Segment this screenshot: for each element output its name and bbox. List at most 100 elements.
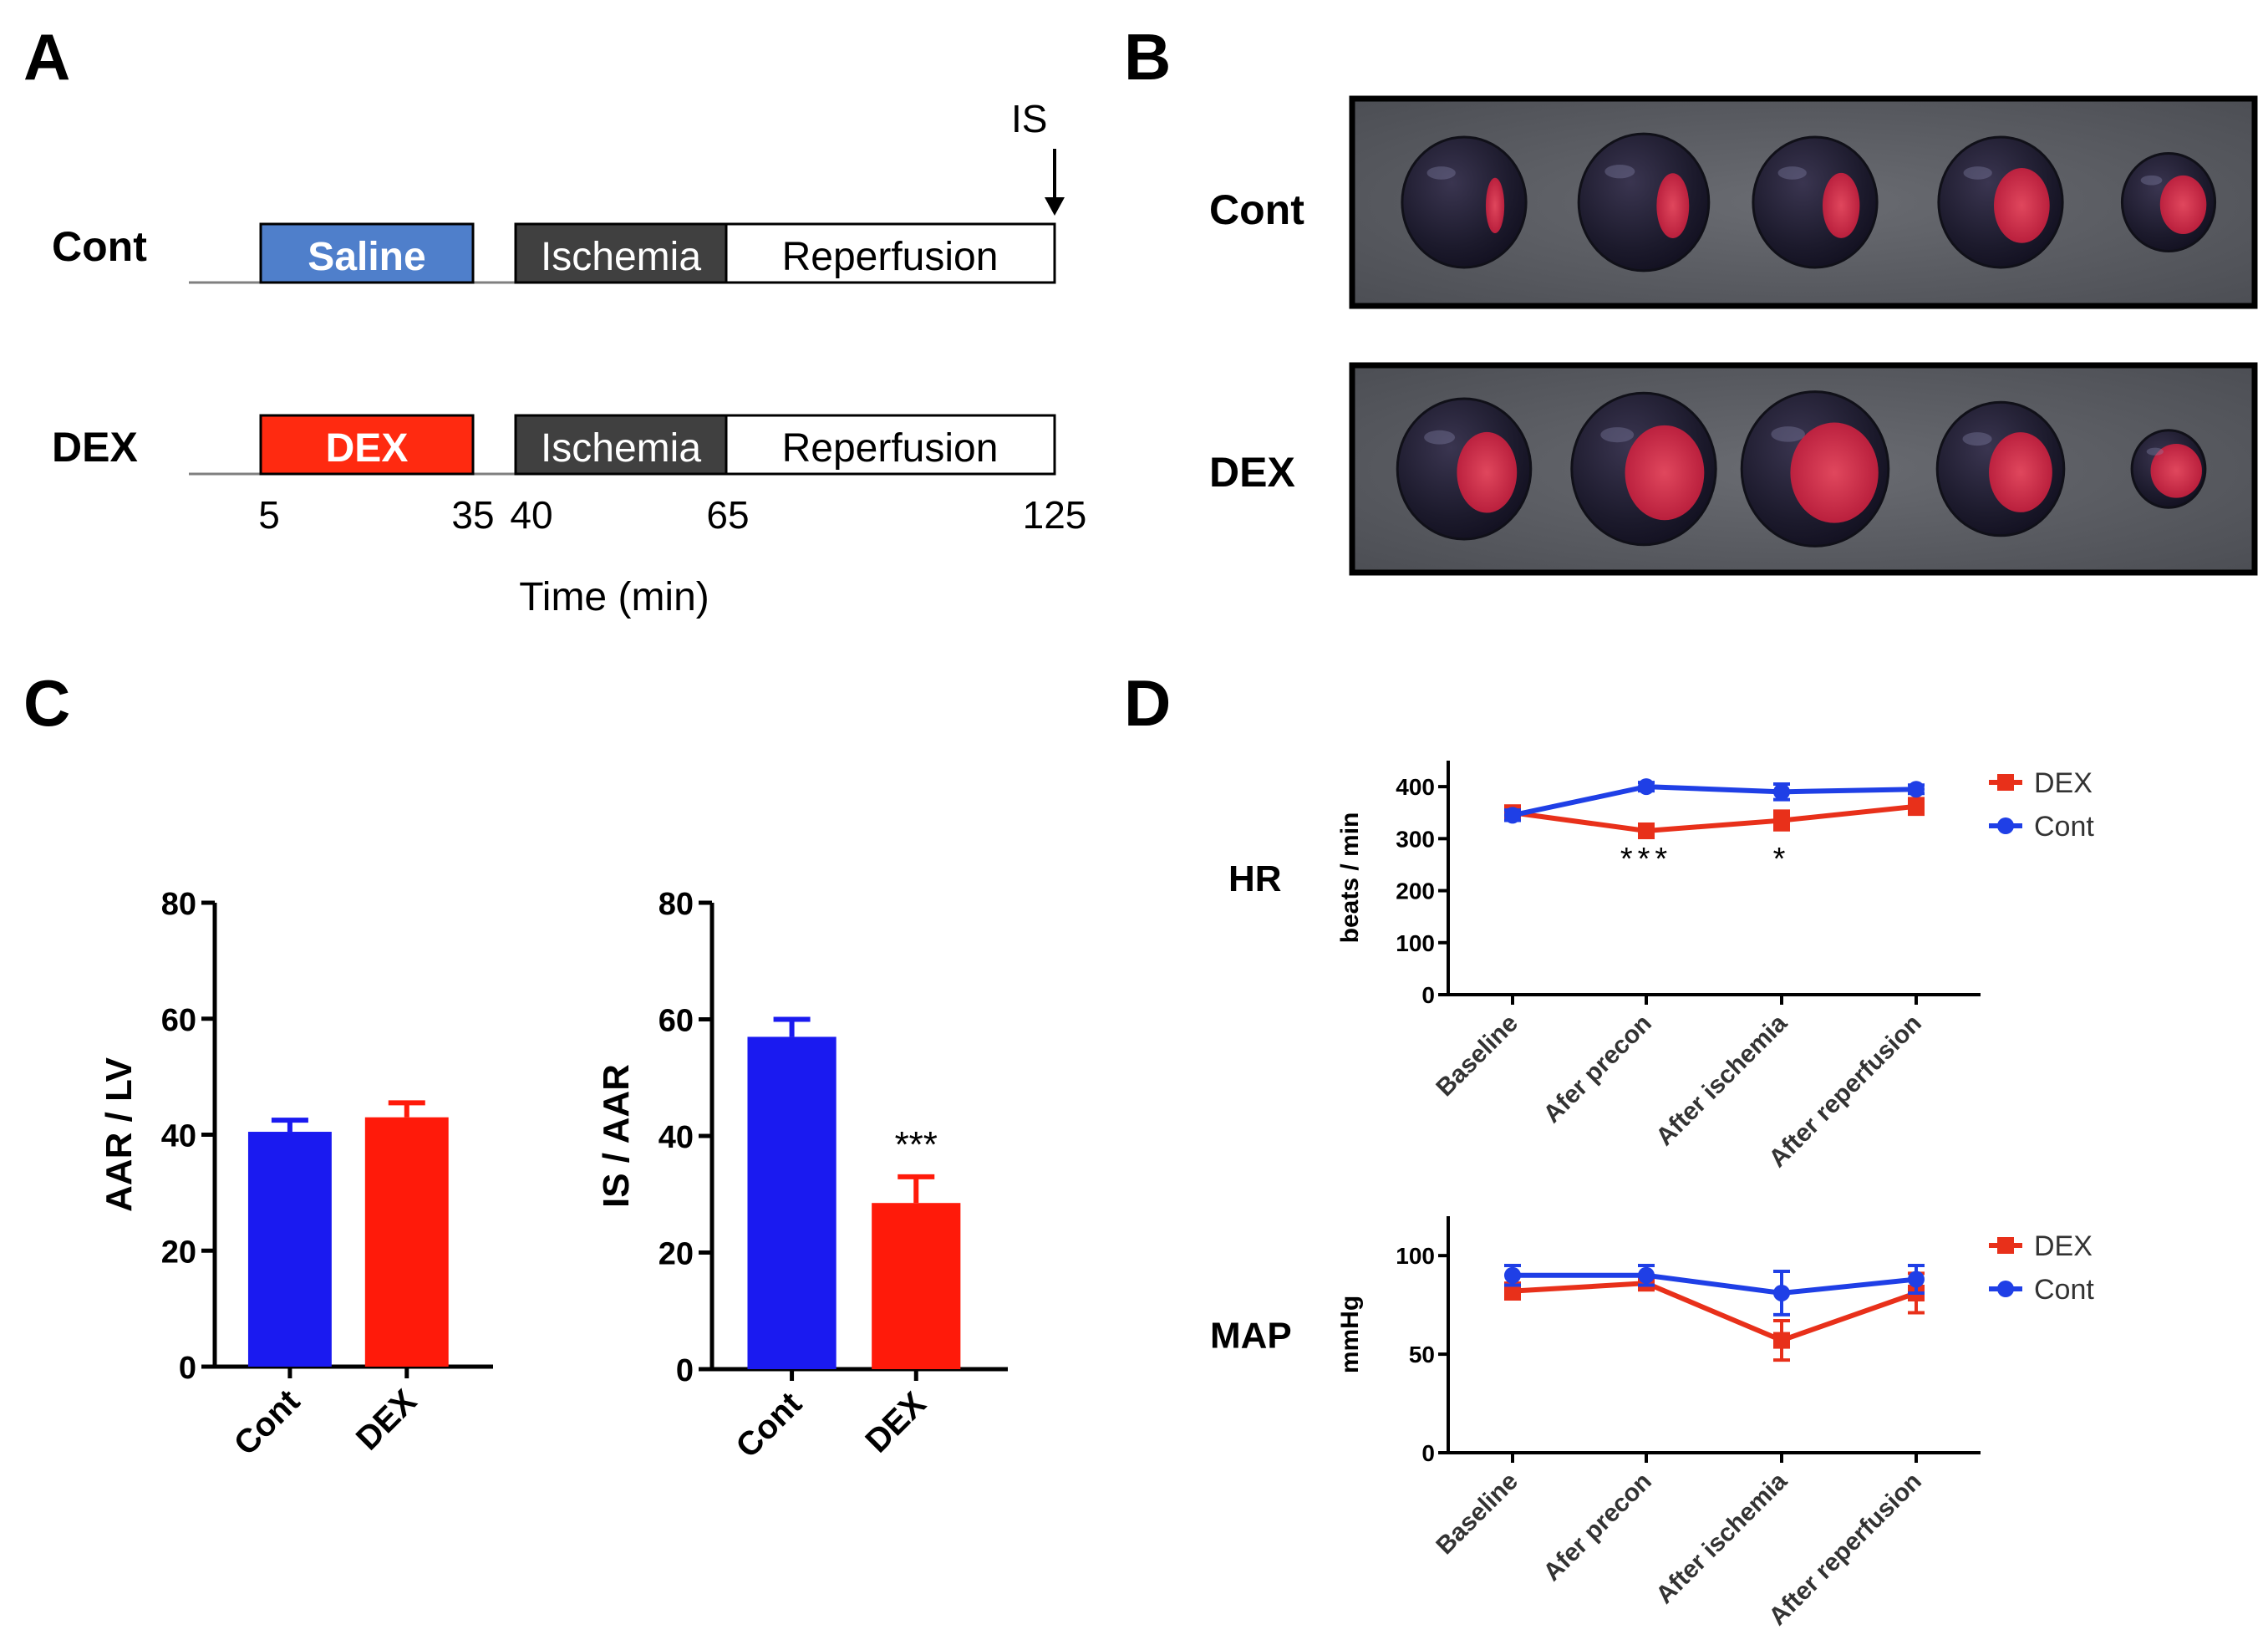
y-axis-label: AAR / LV — [99, 1057, 140, 1212]
bar-dex — [872, 1203, 961, 1369]
ischemia-label: Ischemia — [541, 235, 701, 279]
photo-row-label-dex: DEX — [1209, 449, 1295, 496]
panel-label-b: B — [1124, 20, 1171, 94]
y-tick-label: 20 — [659, 1237, 694, 1272]
slice-highlight — [1600, 427, 1635, 443]
slice-highlight — [1777, 166, 1807, 180]
y-tick-label: 100 — [1396, 1243, 1435, 1269]
legend-label: Cont — [2034, 1274, 2094, 1306]
tissue-slice — [1570, 391, 1717, 547]
slice-highlight — [1424, 430, 1456, 445]
series-line-cont — [1513, 1272, 1917, 1296]
slice-infarct-area — [1656, 173, 1690, 238]
data-point-cont — [1908, 781, 1925, 798]
data-point-dex — [1773, 812, 1790, 829]
y-tick-label: 200 — [1396, 878, 1435, 904]
slice-infarct-area — [1457, 431, 1518, 513]
panel-label-a: A — [23, 20, 70, 94]
bar-cont — [747, 1036, 837, 1369]
legend-label: Cont — [2034, 811, 2094, 843]
time-tick-label: 35 — [451, 493, 494, 537]
bar-cont — [247, 1132, 332, 1367]
legend-label: DEX — [2034, 767, 2093, 799]
data-point-cont — [1638, 778, 1655, 796]
x-tick-label: After reperfusion — [1764, 1468, 1927, 1631]
data-point-dex — [1908, 797, 1925, 815]
y-tick-label: 40 — [161, 1119, 196, 1154]
photo-row-label-cont: Cont — [1209, 186, 1304, 233]
y-tick-label: 400 — [1396, 774, 1435, 800]
slice-highlight — [1426, 166, 1456, 180]
slice-infarct-area — [2159, 175, 2207, 235]
protocol-diagram: IS Cont Saline Ischemia Reperfusion DEX … — [52, 97, 1086, 619]
slice-infarct-area — [1822, 172, 1860, 238]
data-point-cont — [1638, 1266, 1655, 1284]
x-tick-label: Afer precon — [1538, 1468, 1657, 1586]
y-tick-label: 60 — [659, 1004, 694, 1039]
x-tick-label: DEX — [349, 1383, 424, 1457]
x-tick-label: After reperfusion — [1764, 1010, 1927, 1173]
protocol-row-cont: Cont Saline Ischemia Reperfusion — [52, 222, 1056, 284]
y-tick-label: 0 — [676, 1353, 694, 1388]
slice-highlight — [2146, 447, 2164, 456]
reperfusion-label: Reperfusion — [782, 426, 999, 471]
panel-label-c: C — [23, 666, 70, 740]
time-axis-label: Time (min) — [519, 575, 709, 619]
y-tick-label: 50 — [1409, 1342, 1435, 1367]
panel-label-d: D — [1124, 666, 1171, 740]
slice-infarct-area — [1994, 168, 2050, 243]
time-tick-label: 65 — [706, 493, 749, 537]
ischemia-box — [514, 222, 728, 284]
legend-marker — [1997, 774, 2014, 791]
x-tick-label: Baseline — [1431, 1468, 1523, 1561]
time-tick-label: 125 — [1023, 493, 1087, 537]
x-tick-label: DEX — [858, 1385, 933, 1459]
tissue-slice — [1396, 397, 1533, 541]
data-point-cont — [1504, 1266, 1521, 1284]
series-line-dex — [1512, 803, 1917, 834]
data-point-cont — [1908, 1271, 1925, 1288]
tissue-slice — [2120, 152, 2217, 252]
y-tick-label: 40 — [659, 1120, 694, 1155]
data-point-cont — [1504, 807, 1521, 824]
slice-infarct-area — [1485, 177, 1505, 234]
tissue-photos: Cont DEX — [1209, 95, 2258, 576]
data-point-dex — [1773, 1332, 1790, 1349]
tissue-slice — [1935, 400, 2066, 537]
legend-marker — [1997, 1237, 2014, 1254]
slice-infarct-area — [2150, 443, 2202, 498]
y-axis-label: IS / AAR — [596, 1064, 637, 1208]
tissue-slice — [1937, 135, 2064, 269]
tissue-slice — [1740, 390, 1890, 547]
tissue-slice — [1752, 135, 1879, 269]
data-point-dex — [1504, 1282, 1521, 1300]
chart-hr: HR 0 100 200 300 400 beats / min Baseline Afer p… — [1228, 761, 2094, 1173]
data-point-dex — [1638, 822, 1655, 839]
x-tick-label: Cont — [729, 1385, 809, 1465]
is-arrow-head — [1045, 197, 1065, 216]
y-tick-label: 0 — [179, 1351, 196, 1386]
y-axis-label: beats / min — [1336, 812, 1364, 944]
data-point-cont — [1773, 1284, 1790, 1301]
chart-aar-lv: 0 20 40 60 80 AAR / LV Cont DEX — [99, 887, 493, 1463]
time-tick-label: 5 — [258, 493, 280, 537]
y-tick-label: 20 — [161, 1235, 196, 1270]
treatment-label: Saline — [308, 235, 425, 279]
slice-tissue — [1577, 132, 1711, 272]
y-tick-label: 80 — [161, 887, 196, 922]
ischemia-box — [514, 414, 728, 476]
y-tick-label: 80 — [659, 887, 694, 922]
significance-marker: *** — [895, 1124, 938, 1165]
treatment-box — [259, 222, 475, 284]
slice-infarct-area — [1790, 422, 1879, 523]
time-axis-ticks: 5 35 40 65 125 — [258, 493, 1086, 537]
series-line-dex — [1512, 1281, 1917, 1343]
chart-title: HR — [1228, 858, 1282, 899]
x-tick-label: After ischemia — [1650, 1009, 1793, 1151]
protocol-row-label: Cont — [52, 223, 147, 270]
significance-marker: * — [1773, 842, 1791, 877]
reperfusion-label: Reperfusion — [782, 235, 999, 279]
chart-title: MAP — [1210, 1316, 1292, 1357]
